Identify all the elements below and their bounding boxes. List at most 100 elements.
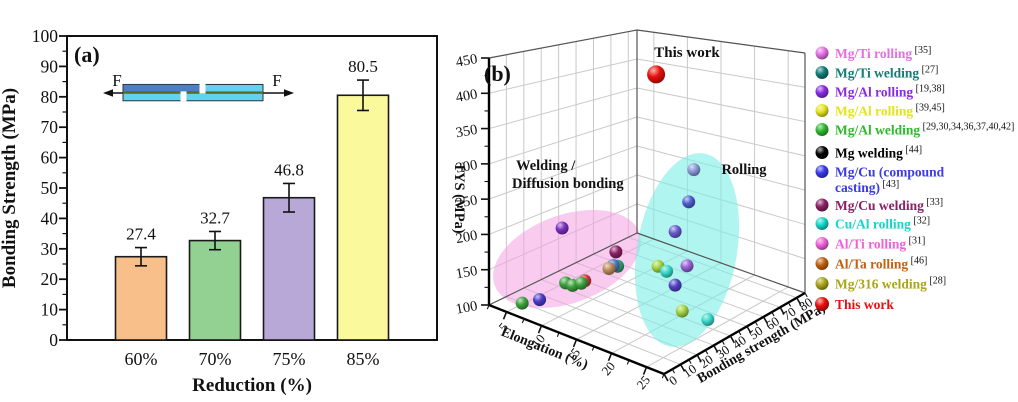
legend-marker-icon (815, 198, 829, 212)
scatter-point-welding-diffusion-bonding (574, 276, 588, 290)
region-ellipse-welding-diffusion-bonding (493, 209, 641, 309)
y-tick-label: 30 (41, 239, 59, 259)
grid-line (636, 116, 806, 157)
y-tick (679, 364, 686, 372)
y-tick (771, 311, 775, 317)
legend-marker-icon (815, 66, 829, 79)
box-edge (488, 232, 638, 306)
y-tick-label: 90 (41, 56, 59, 76)
scatter-point-welding-diffusion-bonding (515, 296, 529, 310)
x-tick-label: 60% (125, 349, 158, 369)
y-tick-label: 10 (41, 300, 59, 320)
z-tick-label: 200 (454, 228, 478, 248)
bar-75% (262, 196, 316, 341)
x-tick (607, 353, 613, 362)
x-tick-label: 20 (598, 359, 618, 379)
legend-item-mg-ti-rolling: Mg/Ti rolling [35] (815, 45, 931, 61)
x-tick-label: 85% (347, 349, 380, 369)
scatter-point-rolling (660, 264, 674, 278)
scatter-point-welding-diffusion-bonding (609, 245, 623, 259)
grid-line (646, 286, 789, 368)
y-tick-label: 20 (41, 269, 59, 289)
annotation-welding-line2: Diffusion bonding (512, 176, 624, 192)
scatter-point-rolling (668, 278, 682, 292)
legend-marker-icon (815, 85, 829, 98)
legend-item-mg-al-rolling: Mg/Al rolling [19,38] (815, 84, 945, 100)
y-tick (721, 340, 725, 345)
legend-label: Mg/316 welding [28] (835, 276, 946, 292)
legend-item-mg-al-rolling: Mg/Al rolling [39,45] (815, 103, 945, 119)
arrow-right-icon (284, 89, 294, 97)
grid-line (488, 87, 638, 130)
scatter-point-rolling (675, 304, 689, 318)
z-tick-label: 150 (454, 263, 478, 283)
legend-item-al-ti-rolling: Al/Ti rolling [31] (815, 236, 925, 252)
y-tick-label: 60 (41, 148, 59, 168)
y-axis-title: Bonding Strength (MPa) (0, 88, 20, 288)
y-tick (713, 345, 719, 353)
specimen-top-notch (199, 83, 206, 94)
annotation-rolling: Rolling (721, 162, 767, 178)
grid-line (488, 145, 638, 200)
box-edge (636, 232, 806, 294)
legend-label: Mg welding [44] (835, 145, 922, 161)
bar-value-label: 27.4 (126, 225, 156, 244)
y-tick (804, 292, 808, 298)
z-tick-label: 450 (454, 51, 478, 71)
y-tick-label: 80 (41, 87, 59, 107)
scatter-point-welding-diffusion-bonding (533, 293, 547, 307)
y-tick (663, 373, 669, 382)
z-axis-title: TYS (MPa) (451, 162, 467, 233)
z-tick-label: 250 (454, 192, 478, 212)
legend-marker-icon (815, 104, 829, 117)
legend-item-mg-cu-welding: Mg/Cu welding [33] (815, 197, 943, 213)
legend-label: Mg/Al rolling [19,38] (835, 84, 945, 100)
scatter-point-rolling (687, 163, 701, 177)
bar-value-label: 46.8 (274, 160, 304, 179)
grid-line (636, 58, 806, 88)
legend-label: This work (835, 297, 894, 312)
z-tick-label: 100 (454, 298, 478, 318)
legend-marker-icon (815, 297, 829, 311)
specimen-top-left-layer (123, 84, 200, 92)
grid-line (636, 87, 806, 123)
x-tick-label: 75% (273, 349, 306, 369)
box-edge (636, 29, 806, 54)
legend-label: Mg/Ti welding [27] (835, 65, 938, 81)
legend-item-cu-al-rolling: Cu/Al rolling [32] (815, 216, 930, 232)
bar-value-label: 32.7 (200, 208, 230, 227)
legend-label: Cu/Al rolling [32] (835, 216, 930, 232)
legend-item-mg-316-welding: Mg/316 welding [28] (815, 276, 946, 292)
legend-label: Mg/Ti rolling [35] (835, 45, 931, 61)
legend-item-mg-ti-welding: Mg/Ti welding [27] (815, 65, 938, 81)
legend-label: Al/Ti rolling [31] (835, 236, 925, 252)
legend-item-mg-al-welding: Mg/Al welding [29,30,34,36,37,40,42] (815, 122, 1014, 138)
legend-marker-icon (815, 123, 829, 136)
force-label-left: F (112, 71, 121, 90)
legend-label: Mg/Cu (compound (835, 165, 945, 180)
legend-marker-icon (815, 257, 829, 270)
legend-item-al-ta-rolling: Al/Ta rolling [46] (815, 256, 927, 272)
y-tick-label: 0 (666, 372, 680, 388)
scatter-point-rolling (680, 259, 694, 273)
z-tick-label: 350 (454, 122, 478, 142)
x-tick (591, 346, 595, 351)
x-tick (521, 318, 525, 324)
legend-label: Mg/Al welding [29,30,34,36,37,40,42] (835, 122, 1014, 138)
annotation-this-work: This work (654, 45, 720, 61)
x-tick (537, 325, 543, 334)
annotation-welding-line1: Welding / (516, 158, 576, 174)
legend-marker-icon (815, 46, 829, 60)
x-tick (502, 311, 508, 320)
this-work-point (647, 65, 666, 84)
y-axis (663, 291, 806, 376)
grid-line (488, 174, 638, 235)
y-tick-label: 100 (32, 26, 59, 46)
legend-label: Mg/Cu welding [33] (835, 197, 943, 213)
box-edge (488, 29, 638, 59)
panel-a: 0 10 20 30 40 50 60 70 80 90 100 Bonding Strength (… (0, 26, 438, 396)
